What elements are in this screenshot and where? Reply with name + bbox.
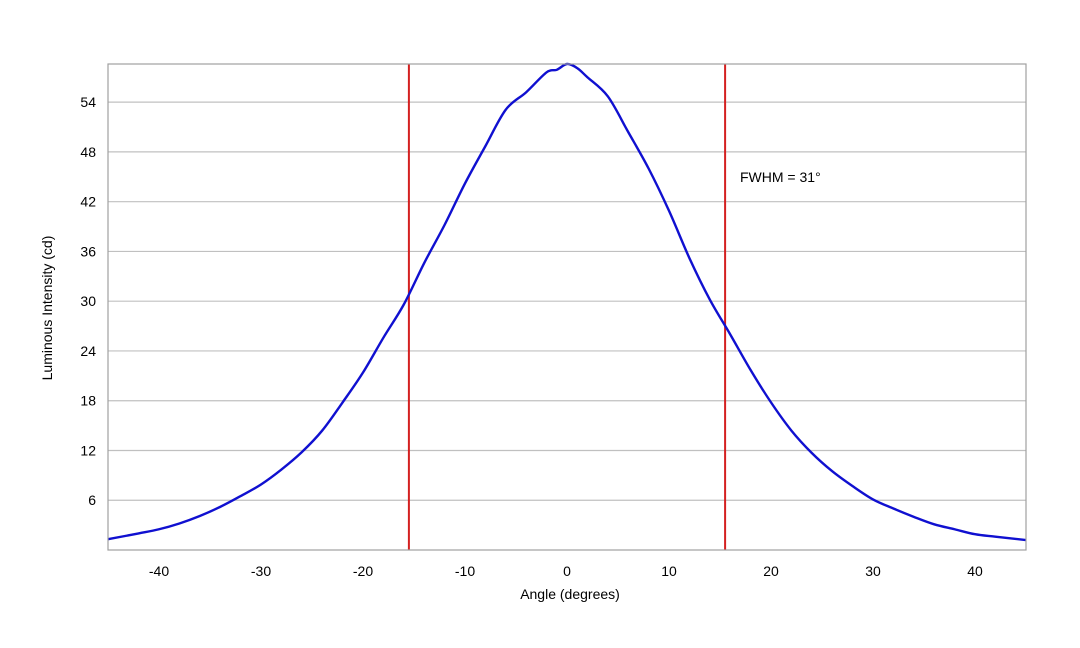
x-tick-label: 20 [763, 563, 779, 579]
x-tick-labels: -40 -30 -20 -10 0 10 20 30 40 [149, 563, 983, 579]
x-tick-label: 10 [661, 563, 677, 579]
y-tick-label: 24 [80, 343, 96, 359]
plot-frame [107, 63, 1027, 551]
x-axis-label: Angle (degrees) [520, 586, 620, 602]
y-tick-labels: 6 12 18 24 30 36 42 48 54 [80, 94, 96, 508]
y-tick-label: 48 [80, 144, 96, 160]
y-tick-label: 54 [80, 94, 96, 110]
series-line-0 [107, 62, 1027, 542]
y-tick-label: 18 [80, 393, 96, 409]
y-tick-label: 36 [80, 243, 96, 259]
y-tick-label: 30 [80, 293, 96, 309]
x-tick-label: 0 [563, 563, 571, 579]
grid-layer [108, 101, 1026, 501]
y-tick-label: 42 [80, 194, 96, 210]
fwhm-marker-layer [407, 64, 727, 550]
x-tick-label: 30 [865, 563, 881, 579]
series-layer [107, 62, 1027, 542]
x-tick-label: -20 [353, 563, 373, 579]
y-tick-label: 6 [88, 492, 96, 508]
y-tick-label: 12 [80, 442, 96, 458]
x-tick-label: -30 [251, 563, 271, 579]
x-tick-label: -40 [149, 563, 169, 579]
fwhm-annotation: FWHM = 31° [740, 169, 821, 185]
x-tick-label: -10 [455, 563, 475, 579]
y-axis-label: Luminous Intensity (cd) [39, 236, 55, 381]
x-tick-label: 40 [967, 563, 983, 579]
